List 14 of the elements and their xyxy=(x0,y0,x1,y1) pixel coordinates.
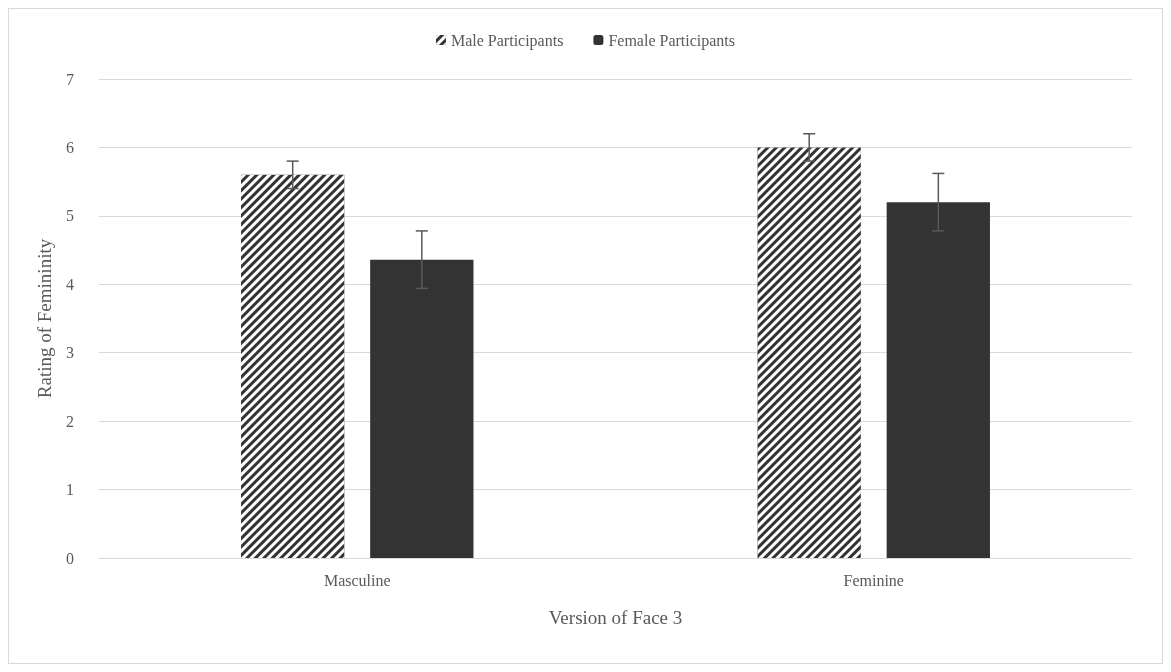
y-tick-label: 0 xyxy=(66,549,74,567)
y-tick-label: 7 xyxy=(66,70,74,88)
x-tick-label: Masculine xyxy=(323,571,391,589)
legend-label: Male Participants xyxy=(450,31,564,50)
y-tick-label: 4 xyxy=(66,275,74,293)
y-tick-label: 1 xyxy=(66,481,74,499)
x-tick-label: Feminine xyxy=(843,571,904,589)
legend-label: Female Participants xyxy=(608,31,736,50)
y-tick-label: 2 xyxy=(66,412,74,430)
y-tick-label: 3 xyxy=(66,344,74,362)
y-axis-title: Rating of Femininity xyxy=(34,238,55,399)
y-tick-label: 5 xyxy=(66,207,74,225)
y-tick-label: 6 xyxy=(66,138,74,156)
x-axis-title: Version of Face 3 xyxy=(548,607,683,628)
